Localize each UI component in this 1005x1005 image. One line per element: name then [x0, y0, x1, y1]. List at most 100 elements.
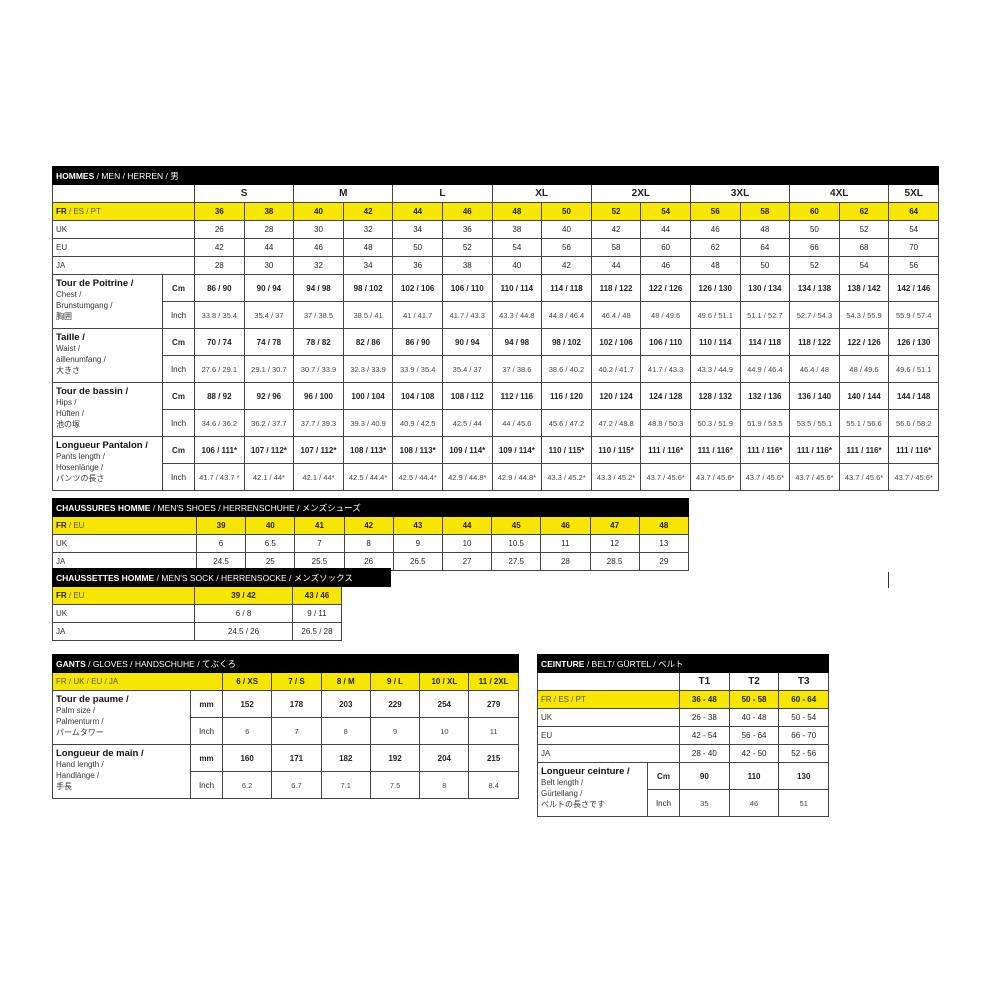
row-label: JA — [52, 622, 195, 641]
fr-size: 40 — [245, 516, 296, 535]
metric-value: 104 / 108 — [392, 382, 443, 410]
table-row: FR / EU 39 / 42 43 / 46 — [52, 586, 391, 641]
size-value: 28.5 — [589, 552, 640, 571]
size-value: 32 — [342, 220, 394, 239]
metric-value: 86 / 90 — [194, 274, 245, 302]
size-value: 68 — [838, 238, 890, 257]
inch-value: 6.2 — [221, 771, 273, 799]
fr-size: 62 — [838, 202, 890, 221]
section-title-rest: / GLOVES / HANDSCHUHE / てぶくろ — [85, 658, 236, 669]
metric-value: 136 / 140 — [789, 382, 840, 410]
inch-value: 44.8 / 46.4 — [541, 301, 592, 329]
inch-value: 42.1 / 44* — [293, 463, 344, 491]
gloves-size-table: GANTS / GLOVES / HANDSCHUHE / てぶくろ FR / U… — [52, 654, 519, 799]
metric-value: 98 / 102 — [541, 328, 592, 356]
size-value: 10 — [441, 534, 493, 553]
measure-label-line: 手長 — [56, 782, 72, 791]
divider — [888, 572, 889, 588]
inch-value: 36.2 / 37.7 — [243, 409, 295, 437]
inch-value: 7 — [271, 717, 322, 745]
size-group: 4XL — [789, 184, 890, 203]
measure-label-line: Tour de paume / — [56, 694, 129, 705]
metric-value: 90 / 94 — [243, 274, 295, 302]
metric-value: 116 / 120 — [541, 382, 592, 410]
inch-value: 54.3 / 55.9 — [838, 301, 890, 329]
metric-value: 110 / 114 — [491, 274, 543, 302]
size-value: 28 — [194, 256, 245, 275]
metric-value: 109 / 114* — [441, 436, 493, 464]
metric-value: 178 — [271, 690, 322, 718]
fr-label-rest: FR / ES / PT — [541, 695, 586, 704]
table-row: Tour de Poitrine / Chest / Brunstumgang / 胸… — [52, 274, 940, 329]
inch-value: 41.7 / 43.3 — [441, 301, 493, 329]
size-value: 38 — [441, 256, 493, 275]
measure-label-line: Tour de bassin / — [56, 386, 129, 397]
unit-label: Inch — [162, 301, 195, 329]
metric-value: 132 / 136 — [739, 382, 791, 410]
metric-value: 108 / 113* — [392, 436, 443, 464]
metric-value: 88 / 92 — [194, 382, 245, 410]
measure-label: Longueur de main / Hand length / Handlänge… — [52, 744, 191, 799]
measure-label-line: Hüften / — [56, 409, 85, 418]
metric-value: 111 / 116* — [789, 436, 840, 464]
table-row: S M L XL 2XL 3XL 4XL 5XL — [52, 184, 940, 203]
unit-label: mm — [190, 744, 223, 772]
table-row: UK 6 6.5 7 8 9 10 10.5 11 12 13 — [52, 534, 689, 553]
metric-value: 78 / 82 — [293, 328, 344, 356]
size-value: 38 — [491, 220, 543, 239]
unit-label: Cm — [162, 382, 195, 410]
size-value: 32 — [293, 256, 344, 275]
metric-value: 114 / 118 — [739, 328, 791, 356]
table-row: FR / ES / PT 36 38 40 42 44 46 48 50 52 54 56 58 60 62… — [52, 202, 940, 221]
size-value: 26.5 / 28 — [292, 622, 342, 641]
size-value: 42 — [194, 238, 245, 257]
metric-value: 118 / 122 — [789, 328, 840, 356]
size-value: 6 / 8 — [194, 604, 293, 623]
size-value: 28 — [243, 220, 295, 239]
measure-label: Tour de paume / Palm size / Palmenturm / パー… — [52, 690, 191, 745]
size-value: 46 — [640, 256, 691, 275]
size-value: 48 — [739, 220, 791, 239]
size-value: 40 — [491, 256, 543, 275]
size-value: 50 - 54 — [778, 708, 830, 727]
table-row: CEINTURE / BELT/ GÜRTEL / ベルト — [536, 654, 830, 673]
inch-value: 50.3 / 51.9 — [689, 409, 741, 437]
metric-value: 171 — [271, 744, 322, 772]
table-row: CHAUSSURES HOMME / MEN'S SHOES / HERRENS… — [52, 498, 689, 517]
inch-value: 55.1 / 56.6 — [838, 409, 890, 437]
size-value: 28 - 40 — [679, 744, 730, 763]
size-value: 50 — [739, 256, 791, 275]
row-label: UK — [52, 534, 197, 553]
size-system-label: FR / EU — [52, 586, 195, 605]
measure-label-line: Belt length / — [541, 778, 584, 787]
table-row: UK 26 - 38 40 - 48 50 - 54 — [537, 708, 830, 727]
blank-cell — [341, 586, 391, 641]
metric-value: 70 / 74 — [194, 328, 245, 356]
size-value: 24.5 / 26 — [194, 622, 293, 641]
measure-label-line: Palmenturm / — [56, 717, 104, 726]
metric-value: 122 / 126 — [838, 328, 890, 356]
size-value: 60 — [640, 238, 691, 257]
fr-size: 42 — [343, 516, 394, 535]
inch-value: 38.6 / 40.2 — [541, 355, 592, 383]
size-value: 42 - 50 — [728, 744, 780, 763]
inch-value: 41.7 / 43.3 — [640, 355, 691, 383]
size-value: 66 — [789, 238, 840, 257]
unit-label: Inch — [647, 789, 680, 817]
size-value: 48 — [342, 238, 394, 257]
metric-value: 100 / 104 — [342, 382, 394, 410]
size-group: S — [193, 184, 295, 203]
measure-label-line: Waist / — [56, 344, 81, 353]
section-title-bold: CEINTURE — [541, 658, 585, 669]
fr-size: 38 — [243, 202, 295, 221]
size-value: 34 — [342, 256, 394, 275]
inch-value: 44.9 / 46.4 — [739, 355, 791, 383]
size-group: XL — [491, 184, 592, 203]
size-value: 26.5 — [392, 552, 443, 571]
size-value: 64 — [739, 238, 791, 257]
size-value: 42 — [541, 256, 592, 275]
measure-label-line: Longueur ceinture / — [541, 766, 630, 777]
fr-size: 36 - 48 — [679, 690, 730, 709]
metric-value: 130 / 134 — [739, 274, 791, 302]
size-value: 34 — [392, 220, 443, 239]
